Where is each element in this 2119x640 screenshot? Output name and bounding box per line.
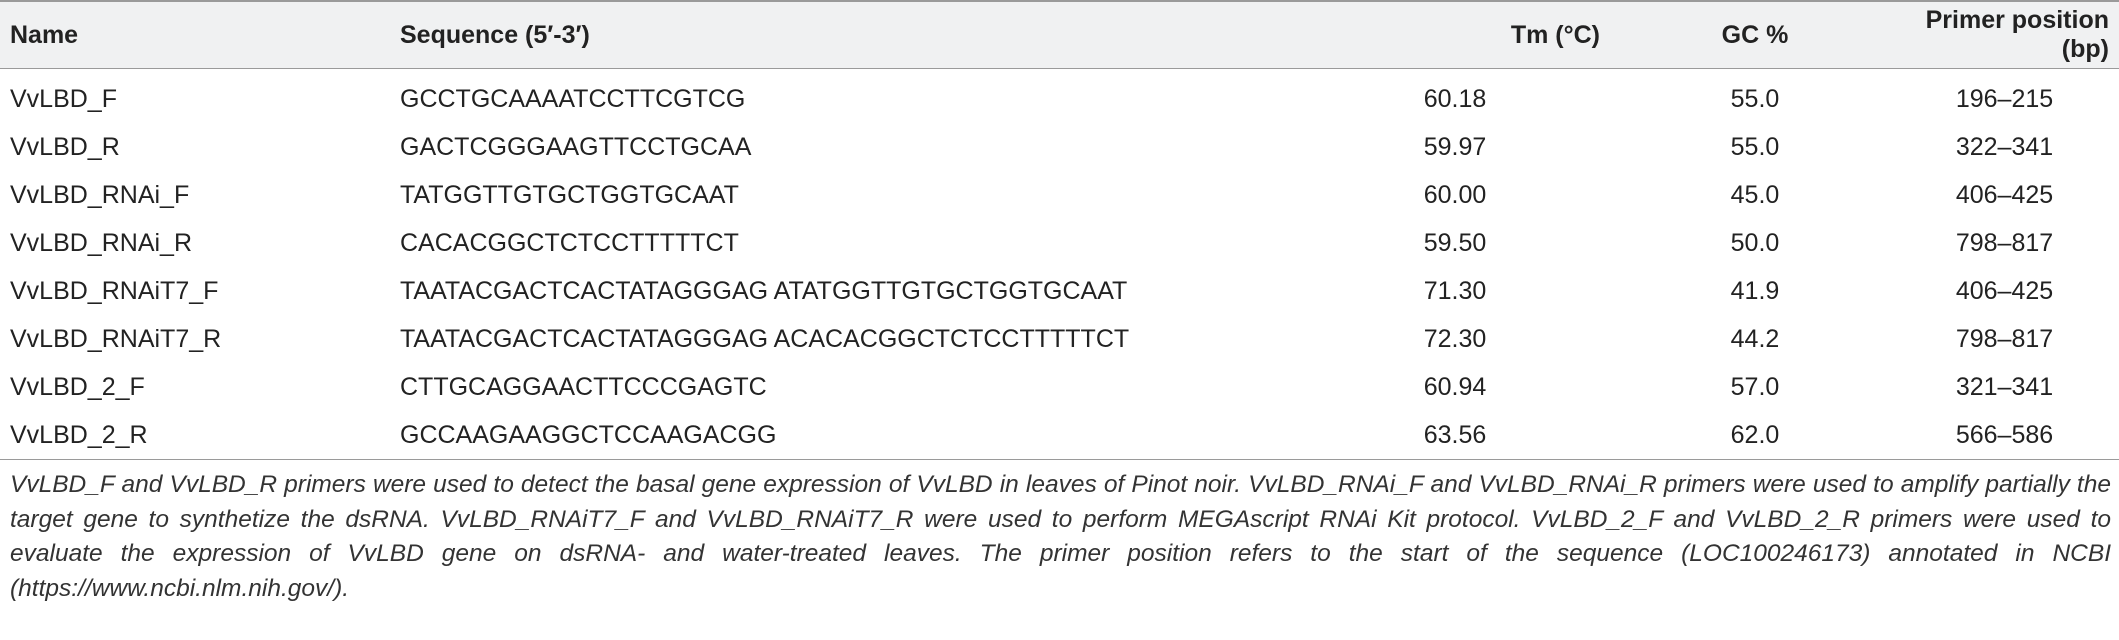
table-cell: VvLBD_R (10, 132, 120, 161)
table-cell: GACTCGGGAAGTTCCTGCAA (400, 132, 752, 161)
table-cell: GCCAAGAAGGCTCCAAGACGG (400, 420, 777, 449)
table-cell: 322–341 (1955, 132, 2054, 161)
table-row: VvLBD_RNAi_R CACACGGCTCTCCTTTTTCT 59.50 50.… (0, 219, 2119, 267)
table-row: VvLBD_F GCCTGCAAAATCCTTCGTCG 60.18 55.0 196–… (0, 69, 2119, 124)
table-cell: CTTGCAGGAACTTCCCGAGTC (400, 372, 767, 401)
table-cell: 62.0 (1730, 420, 1780, 449)
table-row: VvLBD_2_R GCCAAGAAGGCTCCAAGACGG 63.56 62.0 5… (0, 411, 2119, 460)
table-cell: VvLBD_F (10, 84, 117, 113)
table-cell: TAATACGACTCACTATAGGGAG ATATGGTTGTGCTGGTG… (400, 276, 1128, 305)
header-row: Name Sequence (5′-3′) Tm (°C) GC % Primer po… (0, 1, 2119, 69)
table-cell: 406–425 (1955, 276, 2054, 305)
table-cell: 321–341 (1955, 372, 2054, 401)
table-row: VvLBD_R GACTCGGGAAGTTCCTGCAA 59.97 55.0 322–… (0, 123, 2119, 171)
table-cell: 196–215 (1955, 84, 2054, 113)
primer-table: Name Sequence (5′-3′) Tm (°C) GC % Primer po… (0, 1, 2119, 460)
table-cell: 60.94 (1423, 372, 1487, 401)
header-cell: GC % (1721, 20, 1789, 49)
table-cell: 60.00 (1423, 180, 1487, 209)
table-cell: 72.30 (1423, 324, 1487, 353)
table-cell: 60.18 (1423, 84, 1487, 113)
table-cell: VvLBD_RNAiT7_R (10, 324, 222, 353)
header-cell: Name (10, 20, 79, 49)
table-cell: 798–817 (1955, 324, 2054, 353)
table-cell: 41.9 (1730, 276, 1780, 305)
table-row: VvLBD_RNAiT7_F TAATACGACTCACTATAGGGAG ATA… (0, 267, 2119, 315)
table-cell: 45.0 (1730, 180, 1780, 209)
header-cell: Tm (°C) (1510, 20, 1600, 49)
header-cell: Primer position (bp) (1925, 6, 2109, 63)
table-cell: 57.0 (1730, 372, 1780, 401)
table-cell: CACACGGCTCTCCTTTTTCT (400, 228, 739, 257)
table-cell: VvLBD_2_F (10, 372, 145, 401)
table-row: VvLBD_RNAi_F TATGGTTGTGCTGGTGCAAT 60.00 45.… (0, 171, 2119, 219)
table-cell: GCCTGCAAAATCCTTCGTCG (400, 84, 746, 113)
table-cell: VvLBD_RNAi_F (10, 180, 190, 209)
table-header: Name Sequence (5′-3′) Tm (°C) GC % Primer po… (0, 1, 2119, 69)
table-cell: 55.0 (1730, 132, 1780, 161)
table-cell: 59.97 (1423, 132, 1487, 161)
table-cell: 71.30 (1423, 276, 1487, 305)
table-row: VvLBD_RNAiT7_R TAATACGACTCACTATAGGGAG ACA… (0, 315, 2119, 363)
table-body: VvLBD_F GCCTGCAAAATCCTTCGTCG 60.18 55.0 196–… (0, 69, 2119, 460)
table-cell: 50.0 (1730, 228, 1780, 257)
table-cell: TAATACGACTCACTATAGGGAG ACACACGGCTCTCCTTT… (400, 324, 1130, 353)
table-cell: 44.2 (1730, 324, 1780, 353)
table-cell: 798–817 (1955, 228, 2054, 257)
table-cell: 566–586 (1955, 420, 2054, 449)
table-cell: VvLBD_RNAi_R (10, 228, 193, 257)
header-cell: Sequence (5′-3′) (400, 20, 590, 49)
table-cell: 63.56 (1423, 420, 1487, 449)
table-cell: VvLBD_2_R (10, 420, 148, 449)
table-row: VvLBD_2_F CTTGCAGGAACTTCCCGAGTC 60.94 57.0 3… (0, 363, 2119, 411)
table-cell: TATGGTTGTGCTGGTGCAAT (400, 180, 739, 209)
table-cell: VvLBD_RNAiT7_F (10, 276, 219, 305)
table-cell: 55.0 (1730, 84, 1780, 113)
table-caption: VvLBD_F and VvLBD_R primers were used to… (10, 471, 2111, 602)
table-cell: 59.50 (1423, 228, 1487, 257)
table-cell: 406–425 (1955, 180, 2054, 209)
